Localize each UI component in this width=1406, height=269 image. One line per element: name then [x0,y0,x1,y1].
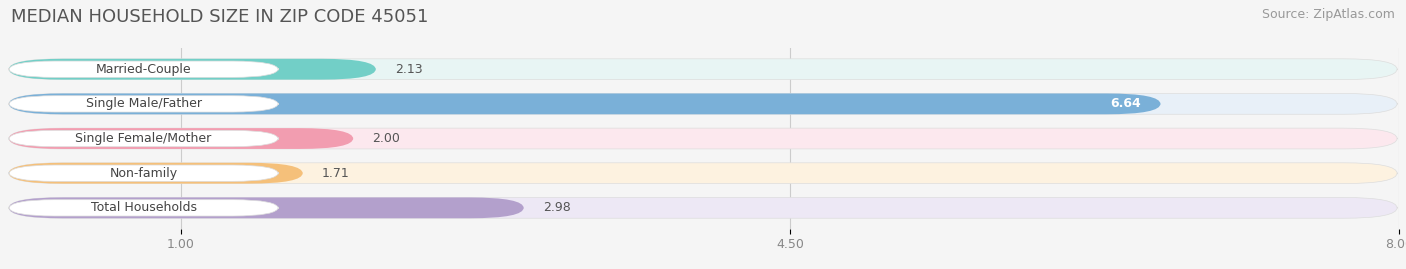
Text: Single Female/Mother: Single Female/Mother [76,132,212,145]
Text: Married-Couple: Married-Couple [96,63,191,76]
Text: Non-family: Non-family [110,167,177,180]
Text: MEDIAN HOUSEHOLD SIZE IN ZIP CODE 45051: MEDIAN HOUSEHOLD SIZE IN ZIP CODE 45051 [11,8,429,26]
FancyBboxPatch shape [8,59,1398,80]
Text: 2.00: 2.00 [373,132,401,145]
FancyBboxPatch shape [8,94,1398,114]
Text: 2.98: 2.98 [543,201,571,214]
Text: 1.71: 1.71 [322,167,350,180]
FancyBboxPatch shape [8,59,375,80]
FancyBboxPatch shape [8,200,278,216]
Text: 6.64: 6.64 [1111,97,1142,110]
FancyBboxPatch shape [8,197,524,218]
FancyBboxPatch shape [8,163,1398,183]
FancyBboxPatch shape [8,130,278,147]
FancyBboxPatch shape [8,96,278,112]
FancyBboxPatch shape [8,128,1398,149]
FancyBboxPatch shape [8,165,278,181]
FancyBboxPatch shape [8,61,278,77]
Text: Source: ZipAtlas.com: Source: ZipAtlas.com [1261,8,1395,21]
FancyBboxPatch shape [8,128,353,149]
Text: Single Male/Father: Single Male/Father [86,97,201,110]
Text: 2.13: 2.13 [395,63,423,76]
FancyBboxPatch shape [8,163,302,183]
Text: Total Households: Total Households [90,201,197,214]
FancyBboxPatch shape [8,94,1160,114]
FancyBboxPatch shape [8,197,1398,218]
